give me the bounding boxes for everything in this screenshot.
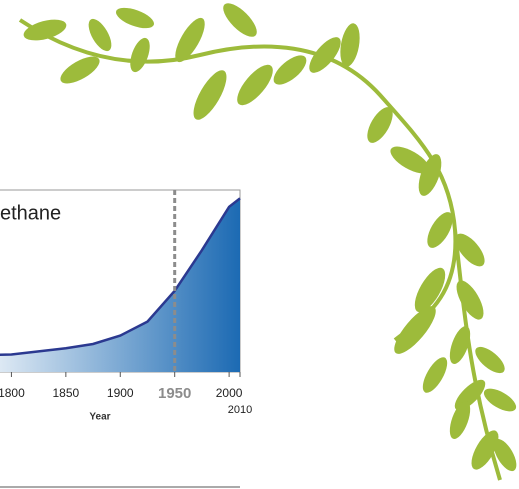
leaf [269, 50, 311, 90]
area-fill [0, 198, 240, 372]
chart-title: ethane [0, 202, 61, 224]
leaf [451, 276, 489, 323]
chart: ethane Year 1800 1850 1900 1950 2000 2010 [0, 0, 519, 489]
leaf [113, 4, 156, 33]
leaf [388, 301, 442, 360]
leaf [471, 342, 509, 377]
leaf [84, 15, 116, 54]
x-axis-label: Year [89, 412, 110, 423]
vine-decoration [20, 0, 519, 480]
x-tick-label: 1900 [107, 386, 134, 400]
x-tick-label: 2010 [228, 404, 252, 416]
leaf [218, 0, 262, 42]
leaf [231, 59, 278, 110]
page: {"chart_data": {"type": "area", "title":… [0, 0, 519, 489]
leaf [337, 22, 362, 68]
leaf [21, 16, 68, 45]
leaf [126, 35, 153, 74]
leaf [187, 66, 232, 124]
x-tick-label: 2000 [216, 386, 243, 400]
leaf [480, 384, 519, 416]
leaf [418, 354, 452, 397]
x-tick-label: 1850 [52, 386, 79, 400]
x-tick-label: 1950 [158, 385, 191, 402]
x-tick-label: 1800 [0, 386, 25, 400]
leaf [304, 32, 346, 77]
